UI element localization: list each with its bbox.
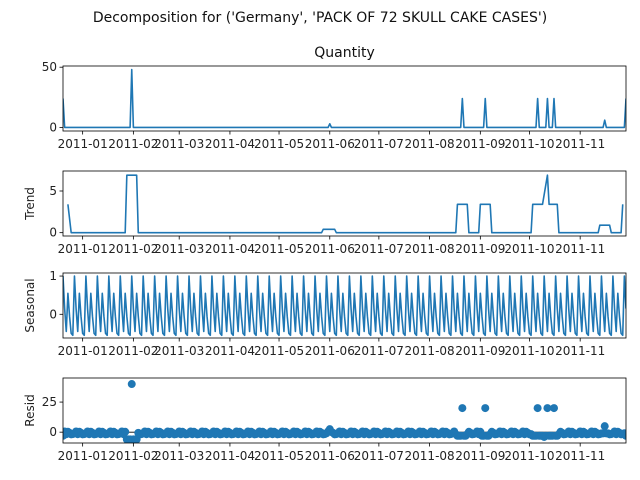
- x-tick-label: 2011-10: [504, 344, 554, 358]
- x-tick-label: 2011-03: [154, 242, 204, 256]
- x-tick-label: 2011-07: [354, 449, 404, 463]
- resid-point: [622, 431, 626, 440]
- x-tick-label: 2011-06: [305, 449, 355, 463]
- x-tick-label: 2011-07: [354, 242, 404, 256]
- resid-point: [458, 404, 467, 413]
- x-tick-label: 2011-04: [205, 137, 255, 151]
- panel-title: Quantity: [314, 45, 375, 61]
- panel-frame: [62, 170, 627, 237]
- x-tick-label: 2011-02: [108, 137, 158, 151]
- panel-frame: [62, 377, 627, 444]
- x-tick-label: 2011-02: [108, 242, 158, 256]
- resid-point: [481, 404, 490, 413]
- x-tick-label: 2011-09: [455, 344, 505, 358]
- y-tick-label: 0: [49, 425, 57, 439]
- x-tick-label: 2011-06: [305, 242, 355, 256]
- x-tick-label: 2011-08: [405, 449, 455, 463]
- resid-point: [533, 404, 542, 413]
- series-line: [63, 275, 626, 337]
- figure-suptitle: Decomposition for ('Germany', 'PACK OF 7…: [93, 10, 547, 26]
- x-tick-label: 2011-09: [455, 449, 505, 463]
- x-tick-label: 2011-04: [205, 344, 255, 358]
- x-tick-label: 2011-11: [555, 449, 605, 463]
- x-tick-label: 2011-10: [504, 242, 554, 256]
- x-tick-label: 2011-11: [555, 137, 605, 151]
- series-line: [63, 68, 626, 129]
- x-tick-label: 2011-04: [205, 242, 255, 256]
- panel-ylabel: Trend: [23, 187, 37, 221]
- panel-ylabel: Seasonal: [23, 278, 37, 332]
- x-tick-label: 2011-01: [58, 137, 108, 151]
- y-tick-label: 0: [49, 120, 57, 134]
- y-tick-label: 50: [42, 60, 57, 74]
- resid-point: [127, 380, 136, 389]
- x-tick-label: 2011-05: [254, 449, 304, 463]
- x-tick-label: 2011-08: [405, 344, 455, 358]
- resid-point: [121, 427, 130, 436]
- x-tick-label: 2011-07: [354, 137, 404, 151]
- panel-plot-area: [63, 275, 626, 337]
- x-tick-label: 2011-10: [504, 137, 554, 151]
- x-tick-label: 2011-09: [455, 137, 505, 151]
- x-tick-label: 2011-09: [455, 242, 505, 256]
- x-tick-label: 2011-08: [405, 137, 455, 151]
- x-tick-label: 2011-02: [108, 344, 158, 358]
- x-tick-label: 2011-03: [154, 449, 204, 463]
- panel-plot-area: [67, 174, 624, 234]
- x-tick-label: 2011-05: [254, 242, 304, 256]
- x-tick-label: 2011-02: [108, 449, 158, 463]
- x-tick-label: 2011-01: [58, 449, 108, 463]
- panel-ylabel: Resid: [23, 394, 37, 426]
- resid-point: [600, 422, 609, 431]
- y-tick-label: 25: [42, 395, 57, 409]
- y-tick-label: 1: [49, 269, 57, 283]
- x-tick-label: 2011-11: [555, 242, 605, 256]
- panel-plot-area: [63, 380, 626, 443]
- y-tick-label: 0: [49, 226, 57, 240]
- resid-point: [543, 404, 552, 413]
- x-tick-label: 2011-03: [154, 344, 204, 358]
- x-tick-label: 2011-11: [555, 344, 605, 358]
- panel-plot-area: [63, 68, 626, 129]
- x-tick-label: 2011-10: [504, 449, 554, 463]
- x-tick-label: 2011-01: [58, 242, 108, 256]
- panel-frame: [62, 65, 627, 132]
- y-tick-label: 5: [49, 184, 57, 198]
- panel-frame: [62, 272, 627, 339]
- x-tick-label: 2011-05: [254, 344, 304, 358]
- x-tick-label: 2011-01: [58, 344, 108, 358]
- x-tick-label: 2011-04: [205, 449, 255, 463]
- x-tick-label: 2011-07: [354, 344, 404, 358]
- x-tick-label: 2011-08: [405, 242, 455, 256]
- y-tick-label: 0: [49, 307, 57, 321]
- x-tick-label: 2011-03: [154, 137, 204, 151]
- x-tick-label: 2011-05: [254, 137, 304, 151]
- x-tick-label: 2011-06: [305, 137, 355, 151]
- x-tick-label: 2011-06: [305, 344, 355, 358]
- series-line: [67, 174, 624, 234]
- resid-point: [549, 404, 558, 413]
